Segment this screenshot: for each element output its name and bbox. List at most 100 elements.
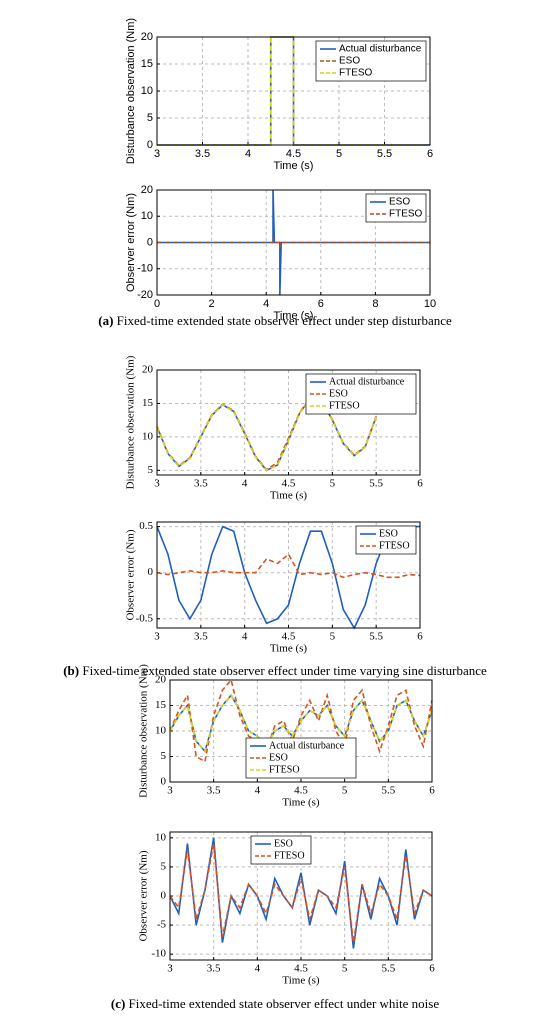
caption: (b) Fixed-time extended state observer e… [63, 663, 487, 678]
caption: (c) Fixed-time extended state observer e… [111, 996, 439, 1011]
chart: 0 2 4 6 8 10 -20 -10 0 10 20 Time (s) Observer error… [125, 184, 436, 322]
y-axis-label: Observer error (Nm) [125, 529, 137, 620]
x-tick-label: 5 [342, 785, 348, 797]
axes-frame [156, 521, 421, 629]
x-tick-label: 3 [167, 963, 173, 975]
y-tick-label: -5 [157, 919, 167, 931]
x-axis-label: Time (s) [270, 490, 308, 502]
x-tick-label: 5.5 [381, 963, 395, 975]
y-tick-label: 0.5 [139, 520, 153, 532]
y-tick-label: 5 [148, 464, 154, 476]
caption: (a) Fixed-time extended state observer e… [98, 313, 452, 328]
chart: 3 3.5 4 4.5 5 5.5 6 -10 -5 0 5 10 Time (s) Observer e… [138, 831, 436, 986]
legend-box [355, 525, 417, 555]
series-line [156, 553, 421, 579]
y-tick-label: 0 [148, 566, 154, 578]
y-tick-label: 5 [147, 112, 153, 124]
x-tick-label: 4.5 [282, 631, 296, 643]
axes-frame [169, 831, 433, 961]
caption-text: Fixed-time extended state observer effec… [117, 313, 452, 328]
legend-label: FTESO [339, 68, 373, 79]
series-line [157, 237, 430, 248]
x-tick-label: 5 [330, 631, 336, 643]
x-tick-label: 3.5 [207, 963, 221, 975]
caption-label: (b) [63, 663, 79, 678]
x-tick-label: 4 [255, 963, 261, 975]
legend-label: ESO [389, 197, 410, 208]
x-axis-label: Time (s) [270, 643, 308, 655]
x-tick-label: 4 [255, 785, 261, 797]
x-tick-label: 3.5 [207, 785, 221, 797]
y-tick-label: 20 [155, 674, 167, 686]
x-axis-label: Time (s) [282, 975, 320, 987]
x-tick-label: 4.5 [286, 148, 301, 160]
legend-label: FTESO [274, 850, 305, 861]
x-tick-label: 5.5 [369, 631, 383, 643]
x-tick-label: 6 [429, 785, 435, 797]
caption-text: Fixed-time extended state observer effec… [82, 663, 487, 678]
y-tick-label: 10 [141, 85, 153, 97]
legend-label: ESO [269, 752, 288, 763]
y-tick-label: 10 [155, 831, 167, 843]
y-tick-label: -20 [137, 289, 153, 301]
legend-label: Actual disturbance [339, 44, 422, 55]
x-tick-label: 3.5 [194, 631, 208, 643]
y-axis-label: Disturbance observation (Nm) [125, 18, 137, 164]
y-tick-label: 15 [142, 397, 154, 409]
caption-label: (c) [111, 996, 125, 1011]
x-tick-label: 4 [263, 298, 269, 310]
y-tick-label: 20 [141, 31, 153, 43]
caption-text: Fixed-time extended state observer effec… [129, 996, 440, 1011]
x-tick-label: 2 [209, 298, 215, 310]
chart: 3 3.5 4 4.5 5 5.5 6 0 5 10 15 20 Time (s) Disturbance… [138, 664, 436, 809]
legend-box [250, 835, 312, 865]
y-tick-label: 0 [161, 776, 167, 788]
caption-label: (a) [98, 313, 113, 328]
x-axis-label: Time (s) [282, 797, 320, 809]
x-tick-label: 6 [429, 963, 435, 975]
y-axis-label: Observer error (Nm) [138, 850, 150, 941]
y-tick-label: 5 [161, 860, 167, 872]
x-tick-label: 3.5 [194, 478, 208, 490]
legend-label: ESO [329, 388, 348, 399]
legend-label: Actual disturbance [269, 740, 345, 751]
x-tick-label: 4.5 [294, 963, 308, 975]
chart: 3 3.5 4 4.5 5 5.5 6 -0.5 0 0.5 Time (s) Observer er… [125, 520, 424, 654]
x-tick-label: 4 [242, 631, 248, 643]
legend-label: FTESO [269, 764, 300, 775]
legend-label: FTESO [389, 209, 423, 220]
x-tick-label: 3 [154, 478, 160, 490]
series-line [169, 693, 433, 754]
x-tick-label: 5.5 [377, 148, 392, 160]
x-tick-label: 3 [154, 631, 160, 643]
y-tick-label: 5 [161, 750, 167, 762]
y-axis-label: Observer error (Nm) [125, 193, 137, 292]
x-tick-label: 5 [342, 963, 348, 975]
x-tick-label: 3 [154, 148, 160, 160]
y-tick-label: 0 [147, 139, 153, 151]
y-tick-label: 20 [141, 184, 153, 196]
y-axis-label: Disturbance observation (Nm) [138, 664, 150, 798]
x-tick-label: 5.5 [369, 478, 383, 490]
x-tick-label: 4.5 [282, 478, 296, 490]
x-tick-label: 6 [318, 298, 324, 310]
y-tick-label: -10 [137, 263, 153, 275]
x-tick-label: 3.5 [195, 148, 210, 160]
x-tick-label: 0 [154, 298, 160, 310]
y-tick-label: 15 [155, 699, 167, 711]
y-tick-label: 15 [141, 58, 153, 70]
y-tick-label: -10 [151, 948, 166, 960]
x-tick-label: 6 [427, 148, 433, 160]
legend-label: ESO [339, 56, 360, 67]
x-tick-label: 3 [167, 785, 173, 797]
y-tick-label: 20 [142, 364, 154, 376]
legend-box [365, 193, 427, 223]
x-tick-label: 4 [242, 478, 248, 490]
axes-frame [156, 36, 431, 146]
x-tick-label: 4 [245, 148, 251, 160]
y-tick-label: 10 [142, 430, 154, 442]
legend-label: Actual disturbance [329, 376, 405, 387]
x-tick-label: 5 [330, 478, 336, 490]
